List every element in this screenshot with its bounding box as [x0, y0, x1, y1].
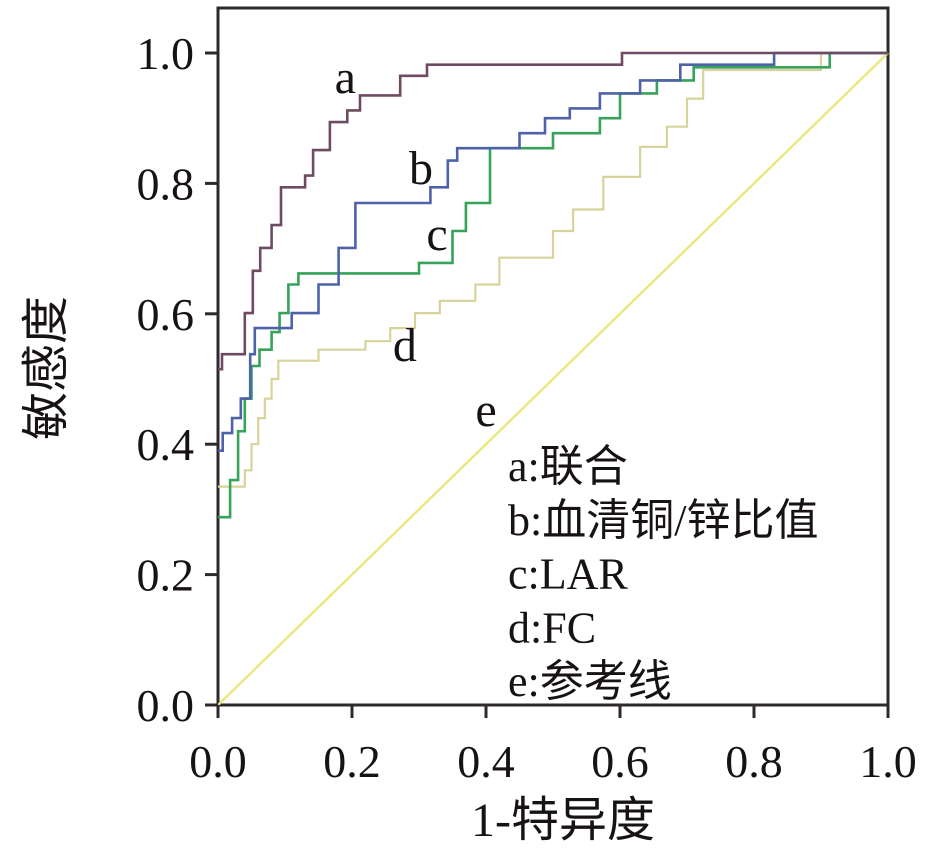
y-tick-label: 0.6	[137, 289, 195, 340]
curve-letter-labels: abc d e	[335, 51, 497, 437]
x-tick-label: 0.4	[457, 736, 515, 787]
plot-frame	[216, 6, 890, 707]
x-tick-label: 0.6	[591, 736, 649, 787]
curve-a	[218, 51, 888, 371]
curve-d	[218, 51, 888, 488]
legend-item-a: a:联合	[508, 442, 628, 491]
curve-e	[217, 52, 889, 706]
y-axis-title: 敏感度	[20, 296, 73, 440]
legend-item-d: d:FC	[508, 603, 596, 652]
y-tick-label: 0.4	[137, 419, 195, 470]
y-tick-label: 0.8	[137, 158, 195, 209]
x-tick-label: 0.2	[323, 736, 381, 787]
curve-label-d: d	[393, 319, 417, 372]
axis-tick-labels: 0.0 0.2 0.4 0.6 0.8 1.0 0.0 0.2 0.4 0.6 0.8 1.0	[137, 28, 917, 787]
y-tick-label: 0.0	[137, 680, 195, 731]
y-tick-label: 0.2	[137, 550, 195, 601]
x-tick-label: 0.0	[189, 736, 247, 787]
curve-label-b: b	[409, 142, 433, 195]
curve-b	[218, 51, 888, 453]
curve-label-a: a	[335, 51, 356, 104]
x-tick-label: 0.8	[725, 736, 783, 787]
curve-label-e: e	[475, 384, 496, 437]
x-tick-label: 1.0	[859, 736, 917, 787]
x-axis-title: 1-特异度	[471, 794, 655, 847]
legend-item-b: b:血清铜/锌比值	[508, 496, 818, 545]
y-tick-label: 1.0	[137, 28, 195, 79]
roc-curves	[217, 51, 889, 706]
plot-border	[216, 6, 890, 707]
curve-label-c: c	[426, 208, 447, 261]
legend-item-c: c:LAR	[508, 550, 628, 599]
legend-item-e: e:参考线	[508, 657, 672, 706]
axis-ticks	[205, 51, 890, 718]
